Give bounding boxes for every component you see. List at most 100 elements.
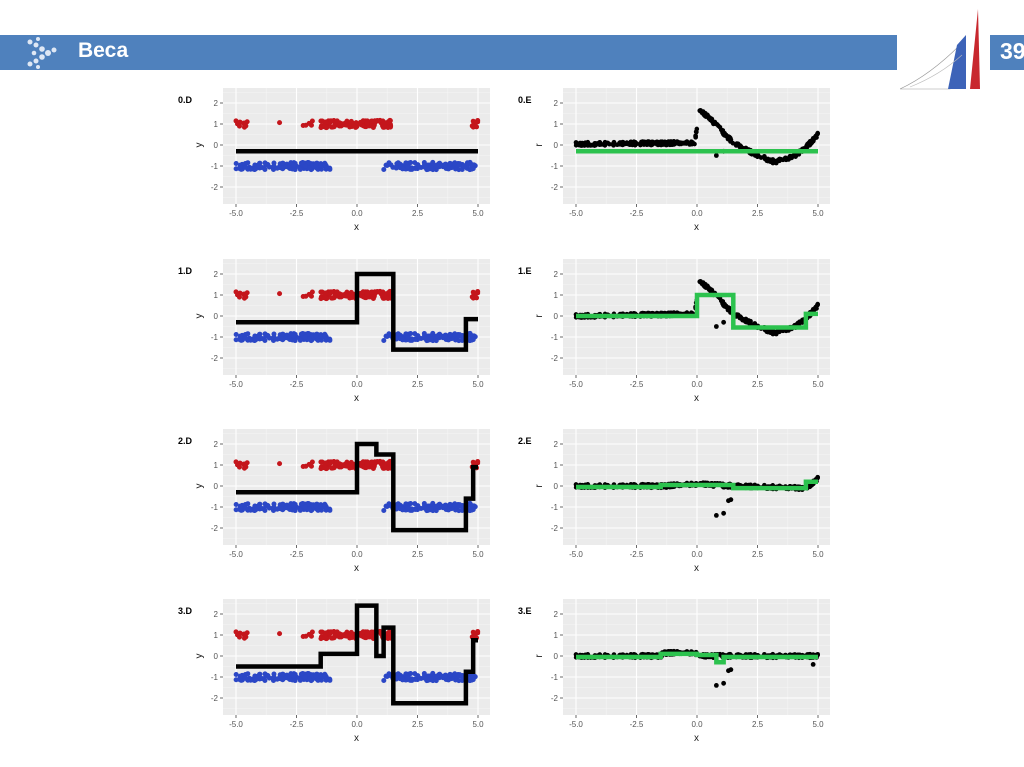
blue-class-point <box>409 677 415 683</box>
red-class-point <box>322 294 328 300</box>
residual-point <box>709 116 715 122</box>
red-class-point <box>322 634 328 640</box>
x-tick-label: -5.0 <box>569 209 583 218</box>
blue-class-point <box>456 162 462 168</box>
red-class-point <box>330 635 336 641</box>
blue-class-point <box>297 507 303 513</box>
blue-class-point <box>274 165 280 171</box>
blue-class-point <box>400 166 406 172</box>
page-number-box: 39 <box>990 35 1024 70</box>
blue-class-point <box>291 162 297 168</box>
blue-class-point <box>469 162 475 168</box>
blue-class-point <box>242 501 248 507</box>
x-tick-label: -2.5 <box>630 380 644 389</box>
y-tick-label: 1 <box>214 461 219 470</box>
red-class-point <box>234 632 240 638</box>
residual-point <box>774 158 780 163</box>
panel-title: 1.E <box>518 266 532 276</box>
x-tick-label: 0.0 <box>691 720 703 729</box>
y-tick-label: 1 <box>214 631 219 640</box>
x-tick-label: 5.0 <box>812 550 824 559</box>
blue-class-point <box>428 165 434 171</box>
blue-class-point <box>403 501 409 507</box>
chart-3-d: -5.0 -2.5 0.0 2.5 5.0 2 1 0 -1 -2 x y 3.D <box>170 599 500 749</box>
red-class-point <box>348 459 354 465</box>
blue-class-point <box>256 504 262 510</box>
red-class-point <box>370 124 376 130</box>
red-class-point <box>323 630 329 636</box>
red-class-point <box>369 459 375 465</box>
x-tick-label: 2.5 <box>752 209 764 218</box>
red-class-point <box>334 629 340 635</box>
y-axis-title: y <box>194 143 205 148</box>
blue-class-point <box>469 333 475 339</box>
panel-title: 1.D <box>178 266 193 276</box>
red-class-point <box>348 289 354 295</box>
x-tick-label: 5.0 <box>812 720 824 729</box>
residual-point <box>705 284 710 290</box>
red-class-point <box>358 460 364 466</box>
blue-class-point <box>297 677 303 683</box>
x-tick-label: 2.5 <box>412 720 424 729</box>
residual-outlier-point <box>810 662 816 667</box>
blue-class-point <box>447 672 453 678</box>
x-tick-label: -2.5 <box>290 720 304 729</box>
residual-point <box>787 154 793 159</box>
x-tick-label: 2.5 <box>752 720 764 729</box>
red-class-point <box>377 117 383 123</box>
y-tick-label: -2 <box>551 183 559 192</box>
residual-point <box>762 156 768 162</box>
y-tick-label: -2 <box>211 183 219 192</box>
y-tick-label: -1 <box>211 503 219 512</box>
y-tick-label: 2 <box>554 270 559 279</box>
panel-title: 0.D <box>178 95 193 105</box>
x-tick-label: -5.0 <box>569 380 583 389</box>
blue-class-point <box>383 503 389 509</box>
residual-point <box>689 139 694 144</box>
blue-class-point <box>395 501 401 507</box>
y-tick-label: 1 <box>554 120 559 129</box>
blue-class-point <box>442 503 448 509</box>
residual-point <box>682 141 688 146</box>
blue-class-point <box>262 507 268 513</box>
red-class-point <box>300 122 306 128</box>
blue-class-point <box>383 162 389 168</box>
points-layer <box>233 117 481 173</box>
blue-class-point <box>274 336 280 342</box>
blue-class-point <box>306 165 312 171</box>
blue-class-point <box>400 507 406 513</box>
blue-class-point <box>233 161 239 167</box>
blue-class-point <box>434 333 440 339</box>
step-function-line <box>576 479 818 491</box>
blue-class-point <box>287 165 293 171</box>
blue-class-point <box>300 500 306 506</box>
residual-point <box>792 152 797 158</box>
step-function-line <box>236 271 478 352</box>
chart-1-d: -5.0 -2.5 0.0 2.5 5.0 2 1 0 -1 -2 x y 1.D <box>170 259 500 409</box>
red-class-point <box>370 465 376 471</box>
red-class-point <box>342 633 348 639</box>
blue-class-point <box>405 505 411 511</box>
y-tick-label: 0 <box>554 652 559 661</box>
blue-class-point <box>422 505 428 511</box>
red-class-point <box>334 289 340 295</box>
red-class-point <box>385 119 391 125</box>
blue-class-point <box>428 506 434 512</box>
blue-class-point <box>243 335 249 341</box>
x-tick-label: 0.0 <box>691 550 703 559</box>
x-tick-label: 2.5 <box>412 380 424 389</box>
residual-point <box>717 651 723 657</box>
x-axis-title: x <box>694 563 699 574</box>
y-tick-label: 1 <box>554 461 559 470</box>
residual-point <box>769 330 774 335</box>
residual-point <box>779 157 784 162</box>
y-axis-title: r <box>534 314 545 318</box>
chart-3-e: -5.0 -2.5 0.0 2.5 5.0 2 1 0 -1 -2 x r 3.E <box>510 599 840 749</box>
blue-class-point <box>452 502 458 508</box>
y-axis-title: y <box>194 314 205 319</box>
blue-class-point <box>274 676 280 682</box>
x-tick-label: -5.0 <box>569 720 583 729</box>
y-tick-label: -2 <box>551 524 559 533</box>
blue-class-point <box>405 675 411 681</box>
blue-class-point <box>434 162 440 168</box>
